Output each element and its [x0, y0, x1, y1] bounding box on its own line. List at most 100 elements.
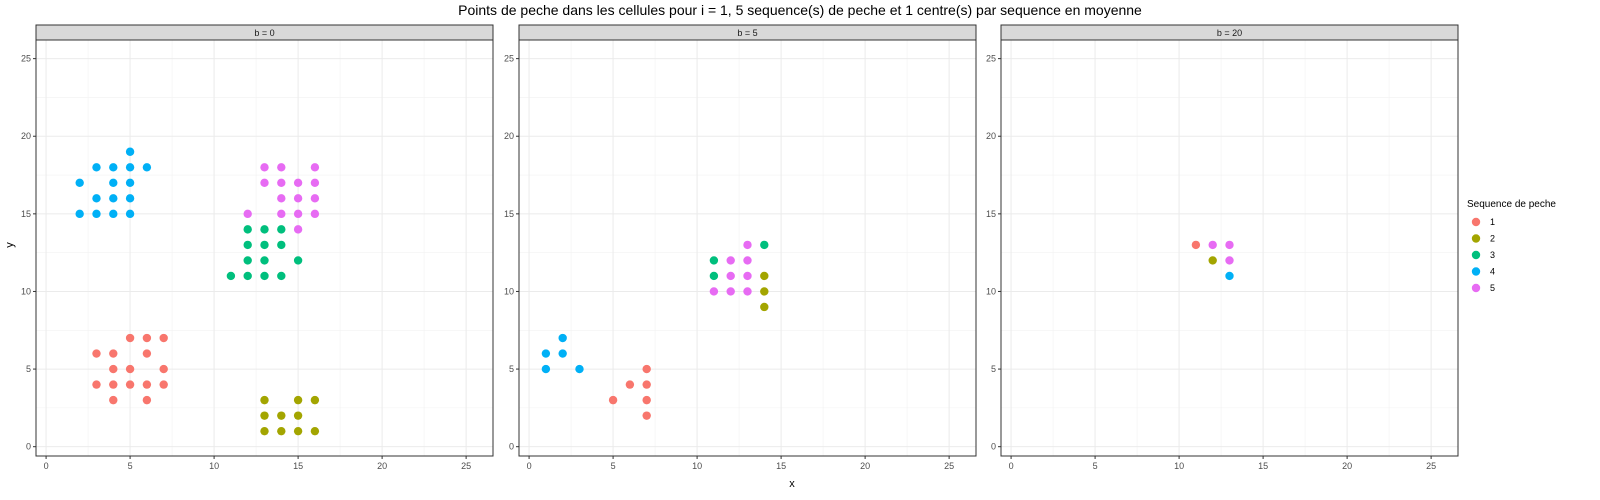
x-tick-label: 25: [1426, 461, 1436, 471]
y-tick-label: 10: [504, 286, 514, 296]
data-point-series-2: [277, 426, 286, 436]
data-point-series-4: [109, 163, 118, 172]
x-tick-label: 0: [527, 461, 532, 471]
data-point-series-4: [541, 364, 551, 374]
data-point-series-5: [709, 287, 719, 296]
data-point-series-5: [260, 178, 269, 188]
x-tick-label: 25: [944, 461, 954, 471]
y-tick-label: 0: [991, 442, 996, 452]
data-point-series-5: [277, 209, 286, 219]
data-point-series-5: [1225, 240, 1234, 250]
legend-key-1: [1471, 217, 1481, 227]
panel-0: b = 0 0 5 10 15 20 25 0 5 10 15 20 25: [21, 24, 494, 471]
data-point-series-2: [277, 411, 286, 420]
legend-label-2: 2: [1490, 234, 1495, 244]
data-point-series-5: [310, 163, 320, 172]
x-tick-label: 20: [860, 461, 870, 471]
data-point-series-1: [92, 380, 101, 389]
y-tick-label: 15: [504, 209, 514, 219]
data-point-series-5: [310, 178, 320, 188]
data-point-series-2: [293, 411, 303, 420]
data-point-series-3: [260, 225, 269, 234]
data-point-series-4: [92, 209, 101, 219]
data-point-series-4: [92, 194, 101, 203]
data-point-series-2: [1208, 256, 1217, 265]
y-tick-label: 20: [986, 131, 996, 141]
data-point-series-2: [293, 395, 303, 405]
data-point-series-2: [760, 287, 769, 296]
data-point-series-1: [109, 380, 118, 389]
data-point-series-5: [277, 178, 286, 188]
data-point-series-1: [125, 380, 135, 389]
data-point-series-2: [260, 426, 269, 436]
y-tick-label: 25: [986, 54, 996, 64]
data-point-series-3: [260, 256, 269, 265]
data-point-series-3: [709, 271, 719, 281]
data-point-series-5: [277, 163, 286, 172]
data-point-series-4: [125, 194, 135, 203]
data-point-series-5: [310, 194, 320, 203]
y-tick-label: 0: [26, 442, 31, 452]
data-point-series-5: [743, 271, 752, 281]
data-point-series-4: [92, 163, 101, 172]
y-tick-label: 20: [504, 131, 514, 141]
data-point-series-3: [277, 240, 286, 250]
data-point-series-1: [642, 380, 651, 389]
data-point-series-1: [109, 364, 118, 374]
data-point-series-1: [125, 364, 135, 374]
data-point-series-5: [1225, 256, 1234, 265]
y-axis-title: y: [4, 242, 16, 248]
y-tick-label: 5: [26, 364, 31, 374]
y-tick-label: 5: [991, 364, 996, 374]
data-point-series-1: [642, 395, 651, 405]
data-point-series-3: [243, 256, 252, 265]
data-point-series-3: [709, 256, 719, 265]
data-point-series-1: [608, 395, 618, 405]
legend-key-2: [1471, 234, 1481, 243]
data-point-series-4: [541, 349, 551, 358]
data-point-series-4: [75, 209, 84, 219]
x-tick-label: 15: [776, 461, 786, 471]
data-point-series-5: [726, 256, 735, 265]
y-tick-label: 10: [21, 286, 31, 296]
x-tick-label: 0: [44, 461, 49, 471]
facet-label: b = 0: [254, 28, 274, 38]
data-point-series-4: [125, 178, 135, 188]
data-point-series-4: [142, 163, 152, 172]
legend-title: Sequence de peche: [1467, 199, 1556, 210]
y-tick-label: 25: [504, 54, 514, 64]
data-point-series-1: [109, 349, 118, 358]
data-point-series-3: [243, 240, 252, 250]
legend-label-1: 1: [1490, 217, 1495, 227]
data-point-series-3: [760, 240, 769, 250]
data-point-series-4: [1225, 271, 1234, 281]
data-point-series-1: [142, 380, 152, 389]
x-tick-label: 20: [377, 461, 387, 471]
data-point-series-2: [260, 395, 269, 405]
data-point-series-3: [260, 271, 269, 281]
data-point-series-3: [260, 240, 269, 250]
legend-key-4: [1471, 267, 1481, 276]
data-point-series-2: [310, 395, 320, 405]
data-point-series-4: [125, 209, 135, 219]
facet-label: b = 20: [1217, 28, 1242, 38]
y-tick-label: 15: [21, 209, 31, 219]
panel-border: [35, 39, 494, 457]
x-tick-label: 5: [611, 461, 616, 471]
data-point-series-5: [743, 256, 752, 265]
data-point-series-5: [293, 209, 303, 219]
chart-title: Points de peche dans les cellules pour i…: [458, 2, 1142, 18]
data-point-series-1: [642, 364, 651, 374]
data-point-series-1: [142, 395, 152, 405]
data-point-series-3: [243, 271, 252, 281]
data-point-series-5: [293, 178, 303, 188]
y-tick-label: 15: [986, 209, 996, 219]
data-point-series-3: [277, 271, 286, 281]
data-point-series-4: [75, 178, 84, 188]
data-point-series-5: [743, 240, 752, 250]
data-point-series-5: [243, 209, 252, 219]
data-point-series-2: [760, 271, 769, 281]
x-tick-label: 5: [1093, 461, 1098, 471]
x-tick-label: 5: [128, 461, 133, 471]
